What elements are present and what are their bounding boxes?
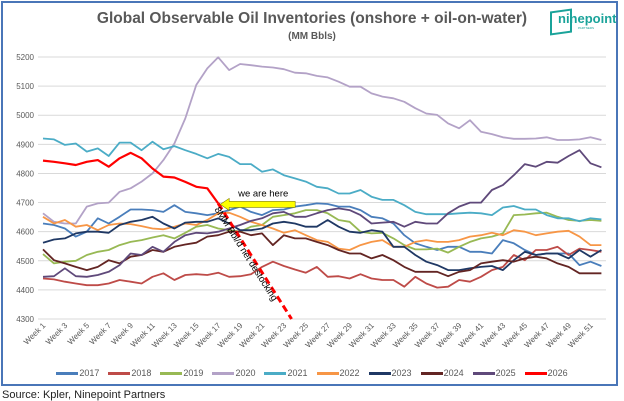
x-tick-label: Week 51 bbox=[566, 321, 595, 350]
series-line-2018 bbox=[42, 245, 602, 289]
y-tick-label: 4900 bbox=[16, 140, 34, 149]
series-line-2023 bbox=[42, 215, 602, 272]
destocking-projection-line bbox=[216, 202, 293, 320]
series-line-2024 bbox=[42, 230, 602, 278]
legend-swatch bbox=[108, 371, 131, 375]
series-line-2019 bbox=[42, 209, 602, 265]
legend-swatch bbox=[56, 371, 79, 375]
y-tick-label: 4400 bbox=[16, 286, 34, 295]
legend-item-2020: 2020 bbox=[212, 368, 255, 378]
y-tick-label: 5100 bbox=[16, 82, 34, 91]
series-line-2025 bbox=[42, 149, 602, 278]
y-tick-label: 4600 bbox=[16, 228, 34, 237]
legend-label: 2022 bbox=[339, 368, 360, 378]
we-are-here-arrow-icon bbox=[219, 197, 296, 211]
series-line-2022 bbox=[42, 211, 602, 251]
legend-item-2023: 2023 bbox=[368, 368, 412, 378]
legend-swatch bbox=[368, 371, 391, 375]
ninepoint-logo: ninepoint PARTNERS bbox=[548, 8, 617, 36]
legend-item-2025: 2025 bbox=[472, 368, 516, 378]
x-tick-label: Week 7 bbox=[88, 321, 114, 347]
legend-label: 2017 bbox=[79, 368, 100, 378]
chart-subtitle: (MM Bbls) bbox=[288, 31, 336, 42]
y-tick-label: 4300 bbox=[16, 315, 34, 324]
y-tick-label: 4800 bbox=[16, 169, 34, 178]
chart-title: Global Observable Oil Inventories (onsho… bbox=[96, 10, 528, 27]
legend-swatch bbox=[316, 371, 339, 375]
we-are-here-label: we are here bbox=[237, 188, 288, 199]
legend-label: 2018 bbox=[131, 368, 152, 378]
source-note: Source: Kpler, Ninepoint Partners bbox=[2, 389, 166, 401]
legend: 2017 2018 2019 2020 2021 2022 2023 2024 2025 2026 bbox=[0, 368, 624, 378]
x-tick-label: Week 3 bbox=[44, 321, 70, 347]
legend-swatch bbox=[420, 371, 443, 375]
series-line-2020 bbox=[42, 56, 602, 225]
legend-label: 2025 bbox=[495, 368, 516, 378]
legend-label: 2020 bbox=[235, 368, 256, 378]
legend-label: 2019 bbox=[183, 368, 204, 378]
legend-swatch bbox=[160, 371, 183, 375]
legend-item-2022: 2022 bbox=[316, 368, 360, 378]
y-tick-label: 5000 bbox=[16, 111, 34, 120]
legend-item-2017: 2017 bbox=[56, 368, 99, 378]
x-tick-label: Week 5 bbox=[66, 321, 92, 347]
chart-frame bbox=[1, 1, 618, 386]
legend-label: 2021 bbox=[287, 368, 308, 378]
series-line-2017 bbox=[42, 202, 602, 267]
legend-item-2026: 2026 bbox=[524, 368, 568, 378]
x-tick-label: Week 1 bbox=[22, 321, 48, 347]
legend-item-2018: 2018 bbox=[108, 368, 151, 378]
series-line-2021 bbox=[42, 137, 602, 223]
legend-label: 2026 bbox=[547, 368, 568, 378]
y-tick-label: 4500 bbox=[16, 257, 34, 266]
legend-item-2024: 2024 bbox=[420, 368, 464, 378]
legend-item-2021: 2021 bbox=[264, 368, 308, 378]
logo-text: ninepoint bbox=[558, 11, 617, 26]
y-tick-label: 5200 bbox=[16, 53, 34, 62]
legend-swatch bbox=[212, 371, 235, 375]
legend-label: 2024 bbox=[443, 368, 464, 378]
logo-subtext: PARTNERS bbox=[578, 26, 595, 30]
y-tick-label: 4700 bbox=[16, 199, 34, 208]
legend-label: 2023 bbox=[391, 368, 412, 378]
legend-item-2019: 2019 bbox=[160, 368, 203, 378]
legend-swatch bbox=[472, 371, 495, 375]
legend-swatch bbox=[524, 371, 547, 375]
legend-swatch bbox=[264, 371, 287, 375]
series-line-2026 bbox=[42, 151, 220, 205]
